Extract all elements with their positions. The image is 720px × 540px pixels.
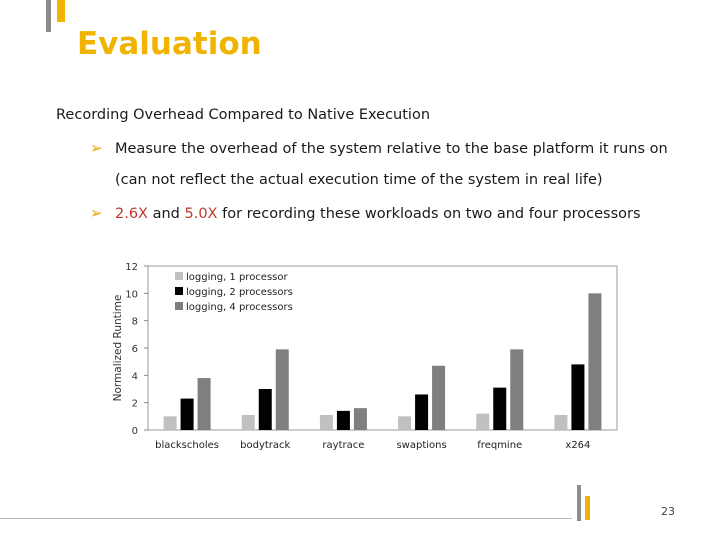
- bar-bodytrack-2: [258, 389, 272, 430]
- x-tick-label: freqmine: [477, 440, 522, 451]
- bar-swaptions-3: [432, 365, 446, 430]
- x-tick-label: raytrace: [322, 440, 364, 451]
- bar-freqmine-3: [510, 349, 524, 430]
- arrow-right-icon: ➢: [90, 204, 103, 222]
- footer-accent-bar-yellow: [585, 496, 590, 520]
- bar-raytrace-3: [353, 408, 367, 430]
- legend-label: logging, 1 processor: [186, 272, 289, 283]
- bar-raytrace-2: [336, 410, 350, 430]
- bar-blackscholes-1: [163, 416, 177, 430]
- bullet-and-text: and: [148, 206, 185, 222]
- bullet-measure-text: Measure the overhead of the system relat…: [115, 141, 668, 157]
- y-tick-label: 12: [125, 262, 138, 273]
- bar-raytrace-1: [319, 414, 333, 430]
- bullet-results-text: for recording these workloads on two and…: [217, 206, 641, 222]
- y-tick-label: 0: [132, 426, 138, 437]
- y-tick-label: 8: [132, 317, 138, 328]
- bar-x264-2: [571, 364, 585, 430]
- bullet-measure-overhead: ➢ Measure the overhead of the system rela…: [90, 139, 668, 157]
- bar-freqmine-1: [476, 413, 490, 430]
- bar-bodytrack-3: [275, 349, 289, 430]
- x-tick-label: blackscholes: [155, 440, 219, 451]
- legend-swatch: [175, 302, 183, 310]
- title-accent-bar-gray: [46, 0, 51, 32]
- x-tick-label: x264: [565, 440, 590, 451]
- footer-accent-bar-gray: [577, 485, 581, 521]
- bar-bodytrack-1: [241, 414, 255, 430]
- y-axis-label: Normalized Runtime: [112, 295, 124, 402]
- title-accent-bar-yellow: [57, 0, 65, 22]
- slide-subtitle: Recording Overhead Compared to Native Ex…: [56, 107, 431, 123]
- y-tick-label: 4: [132, 371, 138, 382]
- legend-swatch: [175, 287, 183, 295]
- bar-x264-3: [588, 293, 602, 430]
- bar-swaptions-1: [398, 416, 412, 430]
- bullet-measure-continuation: (can not reflect the actual execution ti…: [115, 172, 603, 188]
- footer-divider: [0, 518, 572, 519]
- page-number: 23: [661, 505, 675, 518]
- bar-blackscholes-2: [180, 398, 194, 430]
- legend-label: logging, 4 processors: [186, 302, 293, 313]
- plot-area: [147, 265, 618, 431]
- bar-x264-1: [554, 414, 568, 430]
- bar-blackscholes-3: [197, 378, 211, 430]
- overhead-value-4proc: 5.0X: [184, 206, 218, 222]
- slide-title: Evaluation: [77, 26, 262, 62]
- overhead-value-2proc: 2.6X: [115, 206, 148, 222]
- x-tick-label: swaptions: [396, 440, 446, 451]
- bullet-overhead-results: ➢ 2.6X and 5.0X for recording these workl…: [90, 204, 641, 222]
- bar-swaptions-2: [415, 394, 429, 430]
- x-tick-label: bodytrack: [240, 440, 290, 451]
- y-tick-label: 10: [125, 289, 138, 300]
- y-tick-label: 6: [132, 344, 138, 355]
- bar-freqmine-2: [493, 387, 507, 430]
- legend-swatch: [175, 272, 183, 280]
- legend-label: logging, 2 processors: [186, 287, 293, 298]
- y-tick-label: 2: [132, 399, 138, 410]
- arrow-right-icon: ➢: [90, 139, 103, 157]
